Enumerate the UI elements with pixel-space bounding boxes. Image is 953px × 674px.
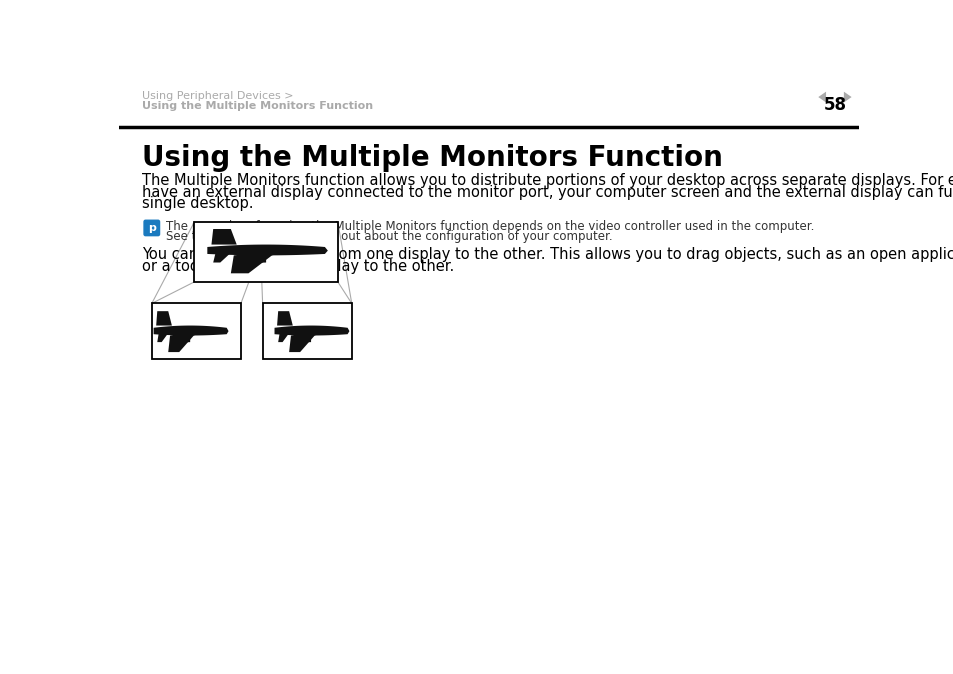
- Polygon shape: [212, 229, 236, 245]
- Polygon shape: [298, 338, 311, 342]
- Text: The procedure for using the Multiple Monitors function depends on the video cont: The procedure for using the Multiple Mon…: [166, 220, 813, 233]
- Polygon shape: [231, 253, 277, 274]
- FancyBboxPatch shape: [144, 220, 159, 236]
- Text: Using the Multiple Monitors Function: Using the Multiple Monitors Function: [142, 101, 374, 111]
- Bar: [262, 303, 352, 359]
- Text: You can move the cursor from one display to the other. This allows you to drag o: You can move the cursor from one display…: [142, 247, 953, 262]
- Polygon shape: [843, 92, 851, 102]
- Polygon shape: [289, 333, 318, 352]
- Bar: [194, 222, 337, 282]
- Polygon shape: [178, 338, 190, 342]
- Polygon shape: [818, 92, 825, 102]
- Polygon shape: [276, 311, 293, 326]
- Polygon shape: [213, 251, 233, 262]
- Text: The Multiple Monitors function allows you to distribute portions of your desktop: The Multiple Monitors function allows yo…: [142, 173, 953, 188]
- Text: have an external display connected to the monitor port, your computer screen and: have an external display connected to th…: [142, 185, 953, 200]
- Polygon shape: [157, 332, 170, 342]
- Text: See the specifications to find out about the configuration of your computer.: See the specifications to find out about…: [166, 231, 612, 243]
- Text: p: p: [148, 223, 155, 233]
- Polygon shape: [156, 311, 172, 326]
- Polygon shape: [247, 258, 266, 263]
- Polygon shape: [278, 332, 291, 342]
- Text: single desktop.: single desktop.: [142, 196, 253, 212]
- Text: 58: 58: [823, 96, 846, 113]
- Polygon shape: [168, 333, 197, 352]
- Text: or a toolbar, from one display to the other.: or a toolbar, from one display to the ot…: [142, 259, 455, 274]
- Polygon shape: [207, 245, 328, 255]
- Polygon shape: [274, 326, 349, 336]
- Bar: [152, 303, 241, 359]
- Polygon shape: [153, 326, 229, 336]
- Text: Using the Multiple Monitors Function: Using the Multiple Monitors Function: [142, 144, 722, 172]
- Text: Using Peripheral Devices >: Using Peripheral Devices >: [142, 91, 294, 101]
